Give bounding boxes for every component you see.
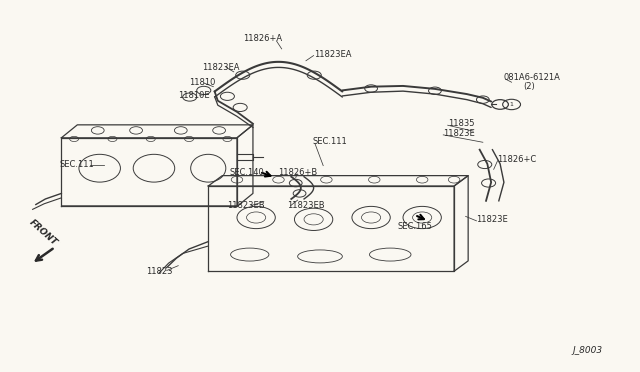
Text: 11823EA: 11823EA (202, 63, 239, 72)
Text: SEC.165: SEC.165 (398, 221, 433, 231)
Text: J_8003: J_8003 (572, 346, 602, 355)
Text: (2): (2) (523, 82, 535, 91)
Text: FRONT: FRONT (28, 218, 60, 248)
Text: 11823: 11823 (147, 267, 173, 276)
Text: SEC.140: SEC.140 (229, 168, 264, 177)
Text: 11826+A: 11826+A (243, 34, 282, 44)
Text: 11823EA: 11823EA (314, 49, 351, 58)
Text: 081A6-6121A: 081A6-6121A (504, 73, 561, 82)
Text: 11826+C: 11826+C (497, 155, 537, 164)
Text: 11826+B: 11826+B (278, 168, 317, 177)
Text: SEC.111: SEC.111 (60, 160, 94, 169)
Text: 11823EB: 11823EB (287, 201, 324, 210)
Text: 1: 1 (509, 102, 513, 108)
Text: 11810: 11810 (189, 78, 216, 87)
Text: 11823E: 11823E (476, 215, 508, 224)
Text: 11823E: 11823E (444, 129, 475, 138)
Text: 11823EB: 11823EB (227, 201, 265, 210)
Text: 11835: 11835 (448, 119, 474, 128)
Text: 11810E: 11810E (178, 91, 210, 100)
Text: SEC.111: SEC.111 (312, 137, 347, 146)
